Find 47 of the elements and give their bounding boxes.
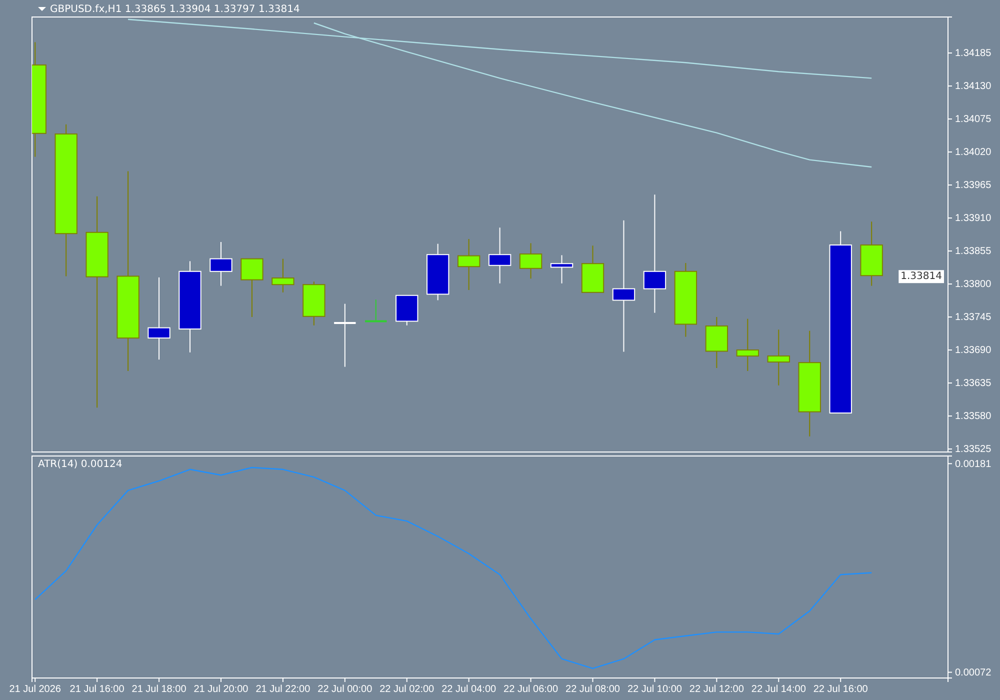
x-tick-label: 21 Jul 2026 [9, 684, 62, 696]
candlestick [457, 238, 480, 290]
y-tick-label: 1.34185 [955, 48, 992, 60]
candlestick [272, 258, 294, 293]
x-tick-label: 21 Jul 16:00 [70, 684, 125, 696]
chart-title: GBPUSD.fx,H1 1.33865 1.33904 1.33797 1.33814 [50, 4, 300, 15]
x-tick-label: 22 Jul 10:00 [627, 684, 682, 696]
candlestick [767, 329, 790, 386]
x-tick-label: 21 Jul 18:00 [132, 684, 187, 696]
x-tick-label: 22 Jul 16:00 [813, 684, 868, 696]
y-tick-label: 0.00072 [955, 667, 992, 678]
x-tick-label: 21 Jul 22:00 [256, 684, 311, 696]
y-tick-label: 1.34075 [955, 114, 992, 126]
candlestick [240, 258, 264, 318]
x-tick-label: 22 Jul 08:00 [566, 684, 620, 696]
y-tick-label: 1.33525 [955, 444, 992, 456]
candlestick [550, 254, 574, 284]
candlestick [148, 276, 170, 360]
line-series [34, 466, 872, 670]
y-tick-label: 1.34130 [955, 81, 992, 92]
x-tick-label: 21 Jul 20:00 [194, 684, 249, 696]
y-tick-label: 1.33910 [955, 213, 992, 224]
candlestick [333, 303, 357, 368]
y-tick-label: 1.33745 [955, 312, 992, 324]
x-tick-label: 22 Jul 06:00 [504, 684, 558, 696]
x-tick-label: 22 Jul 04:00 [442, 684, 497, 696]
candlestick [364, 299, 388, 322]
x-tick-label: 22 Jul 14:00 [751, 684, 806, 696]
y-tick-label: 1.33635 [955, 378, 992, 390]
annotation: 1.33814 [900, 271, 942, 282]
candlestick [210, 242, 232, 286]
y-tick-label: 0.00181 [955, 458, 992, 470]
y-tick-label: 1.34020 [955, 147, 992, 158]
y-tick-label: 1.33690 [955, 345, 992, 356]
candlestick [519, 242, 542, 280]
x-tick-label: 22 Jul 02:00 [380, 684, 435, 696]
candlestick [736, 318, 759, 372]
y-tick-label: 1.33800 [955, 279, 992, 290]
y-tick-label: 1.33580 [955, 411, 992, 422]
x-tick-label: 22 Jul 12:00 [689, 684, 744, 696]
candlestick [612, 220, 636, 352]
chart-title: ATR(14) 0.00124 [38, 459, 122, 470]
candlestick [488, 227, 512, 284]
y-tick-label: 1.33855 [955, 246, 992, 258]
y-tick-label: 1.33965 [955, 180, 992, 192]
candlestick [643, 194, 666, 314]
x-tick-label: 22 Jul 00:00 [318, 684, 373, 696]
